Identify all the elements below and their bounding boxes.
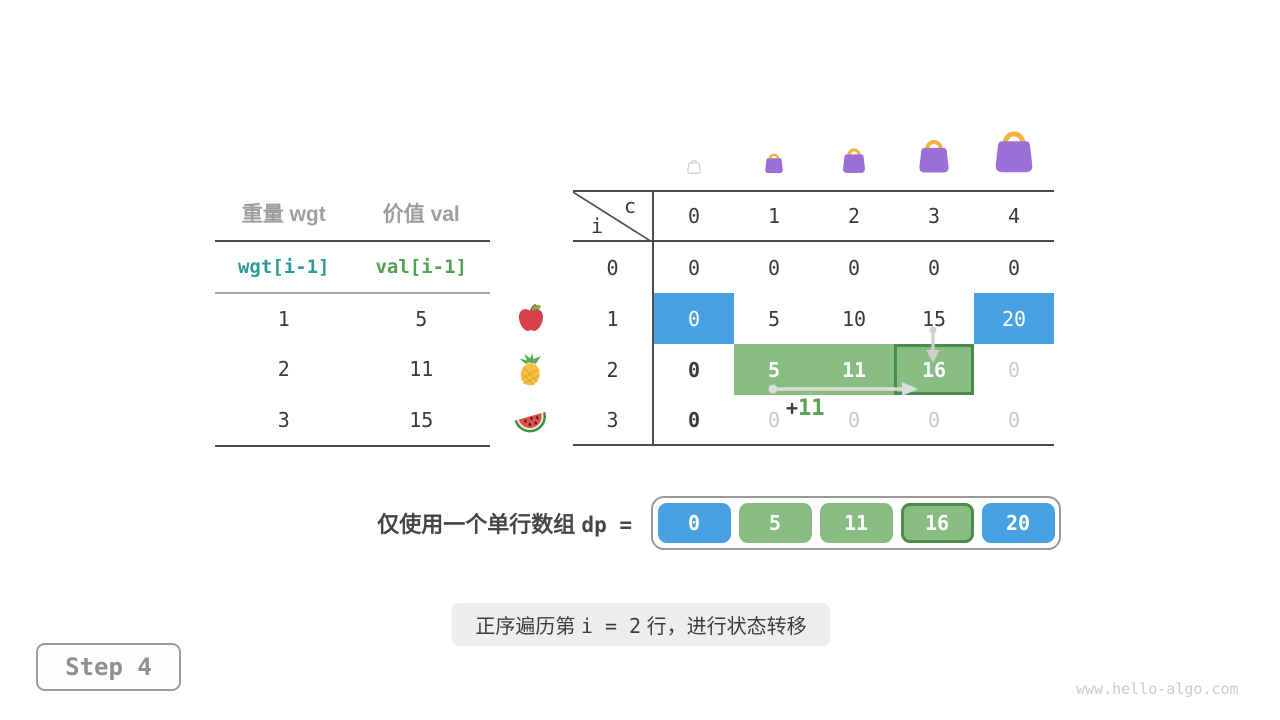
wgt-cell: 2 bbox=[277, 357, 290, 381]
caption-prefix: 正序遍历第 bbox=[475, 616, 576, 638]
bag-icon-empty bbox=[686, 157, 702, 179]
caption-code: i = 2 bbox=[580, 614, 642, 638]
col-header: 2 bbox=[814, 192, 894, 242]
dp-array-label-text: 仅使用一个单行数组 bbox=[377, 512, 576, 537]
dp-array: 0 5 11 16 20 bbox=[651, 496, 1061, 550]
dp-array-cell: 16 bbox=[900, 503, 974, 543]
dp-cell: 0 bbox=[687, 357, 701, 382]
items-table: 重量 wgt 价值 val wgt[i-1] val[i-1] 1 5 2 11 3 15 bbox=[215, 186, 490, 447]
step-caption: 正序遍历第 i = 2 行，进行状态转移 bbox=[451, 603, 831, 646]
apple-icon bbox=[508, 292, 554, 343]
bag-icon bbox=[840, 144, 869, 179]
val-cell: 5 bbox=[415, 307, 428, 331]
bag-icon bbox=[763, 150, 786, 179]
dp-cell: 0 bbox=[1007, 407, 1021, 432]
dp-array-label-code: dp = bbox=[581, 513, 632, 537]
dp-cell: 0 bbox=[1007, 255, 1021, 280]
col-header: 4 bbox=[974, 192, 1054, 242]
dp-cell: 0 bbox=[847, 255, 861, 280]
dp-cell: 20 bbox=[974, 293, 1054, 344]
plus-sign: + bbox=[786, 396, 799, 420]
dp-cell: 5 bbox=[767, 306, 781, 331]
dp-cell: 0 bbox=[687, 255, 701, 280]
dp-table: c i 0 1 2 3 4 0 0 0 0 0 0 1 0 5 10 15 20 2 0 5 11 16 0 3 0 0 0 0 0 bbox=[573, 190, 1054, 446]
caption-suffix: 行，进行状态转移 bbox=[646, 616, 807, 638]
row-var-label: i bbox=[591, 214, 604, 238]
dp-array-cell: 20 bbox=[981, 503, 1055, 543]
bag-icon bbox=[915, 134, 953, 179]
pineapple-icon bbox=[508, 343, 554, 394]
capacity-bags-row bbox=[573, 124, 1054, 182]
col-var-label: c bbox=[623, 194, 636, 218]
col-header: 3 bbox=[894, 192, 974, 242]
dp-cell: 0 bbox=[847, 407, 861, 432]
site-watermark: www.hello-algo.com bbox=[1076, 680, 1239, 698]
add-value-annotation: +11 bbox=[786, 396, 825, 421]
wgt-cell: 3 bbox=[277, 407, 290, 432]
dp-array-cell: 5 bbox=[738, 503, 812, 543]
bag-icon bbox=[990, 124, 1038, 179]
val-index-label: val[i-1] bbox=[375, 256, 467, 278]
dp-cell: 0 bbox=[767, 407, 781, 432]
dp-cell: 0 bbox=[927, 407, 941, 432]
dp-cell: 5 bbox=[734, 344, 814, 395]
row-label: 2 bbox=[573, 344, 654, 395]
val-cell: 11 bbox=[409, 357, 434, 381]
row-label: 1 bbox=[573, 293, 654, 344]
dp-array-cell: 0 bbox=[657, 503, 731, 543]
table-row: 2 11 bbox=[215, 344, 490, 394]
table-row: 3 15 bbox=[215, 394, 490, 447]
dp-cell: 0 bbox=[767, 255, 781, 280]
dp-cell: 0 bbox=[1007, 357, 1021, 382]
value-column-header: 价值 val bbox=[382, 203, 460, 226]
dp-cell: 0 bbox=[654, 293, 734, 344]
dp-cell: 10 bbox=[841, 306, 867, 331]
dp-array-label: 仅使用一个单行数组 dp = bbox=[300, 507, 632, 539]
dp-cell: 0 bbox=[927, 255, 941, 280]
col-header: 0 bbox=[654, 192, 734, 242]
col-header: 1 bbox=[734, 192, 814, 242]
watermelon-icon bbox=[508, 394, 554, 445]
dp-cell: 11 bbox=[814, 344, 894, 395]
dp-cell: 16 bbox=[894, 344, 974, 395]
fruit-column bbox=[508, 292, 554, 445]
dp-cell: 15 bbox=[921, 306, 947, 331]
dp-array-cell: 11 bbox=[819, 503, 893, 543]
val-cell: 15 bbox=[409, 407, 434, 432]
row-label: 0 bbox=[573, 242, 654, 293]
items-table-index-row: wgt[i-1] val[i-1] bbox=[215, 242, 490, 294]
dp-cell: 0 bbox=[687, 407, 701, 432]
added-value: 11 bbox=[798, 396, 825, 421]
wgt-cell: 1 bbox=[277, 307, 290, 331]
items-table-rows: 1 5 2 11 3 15 bbox=[215, 294, 490, 447]
items-table-header: 重量 wgt 价值 val bbox=[215, 186, 490, 242]
weight-column-header: 重量 wgt bbox=[241, 203, 326, 226]
wgt-index-label: wgt[i-1] bbox=[237, 256, 330, 278]
step-badge: Step 4 bbox=[36, 643, 181, 691]
row-label: 3 bbox=[573, 395, 654, 444]
